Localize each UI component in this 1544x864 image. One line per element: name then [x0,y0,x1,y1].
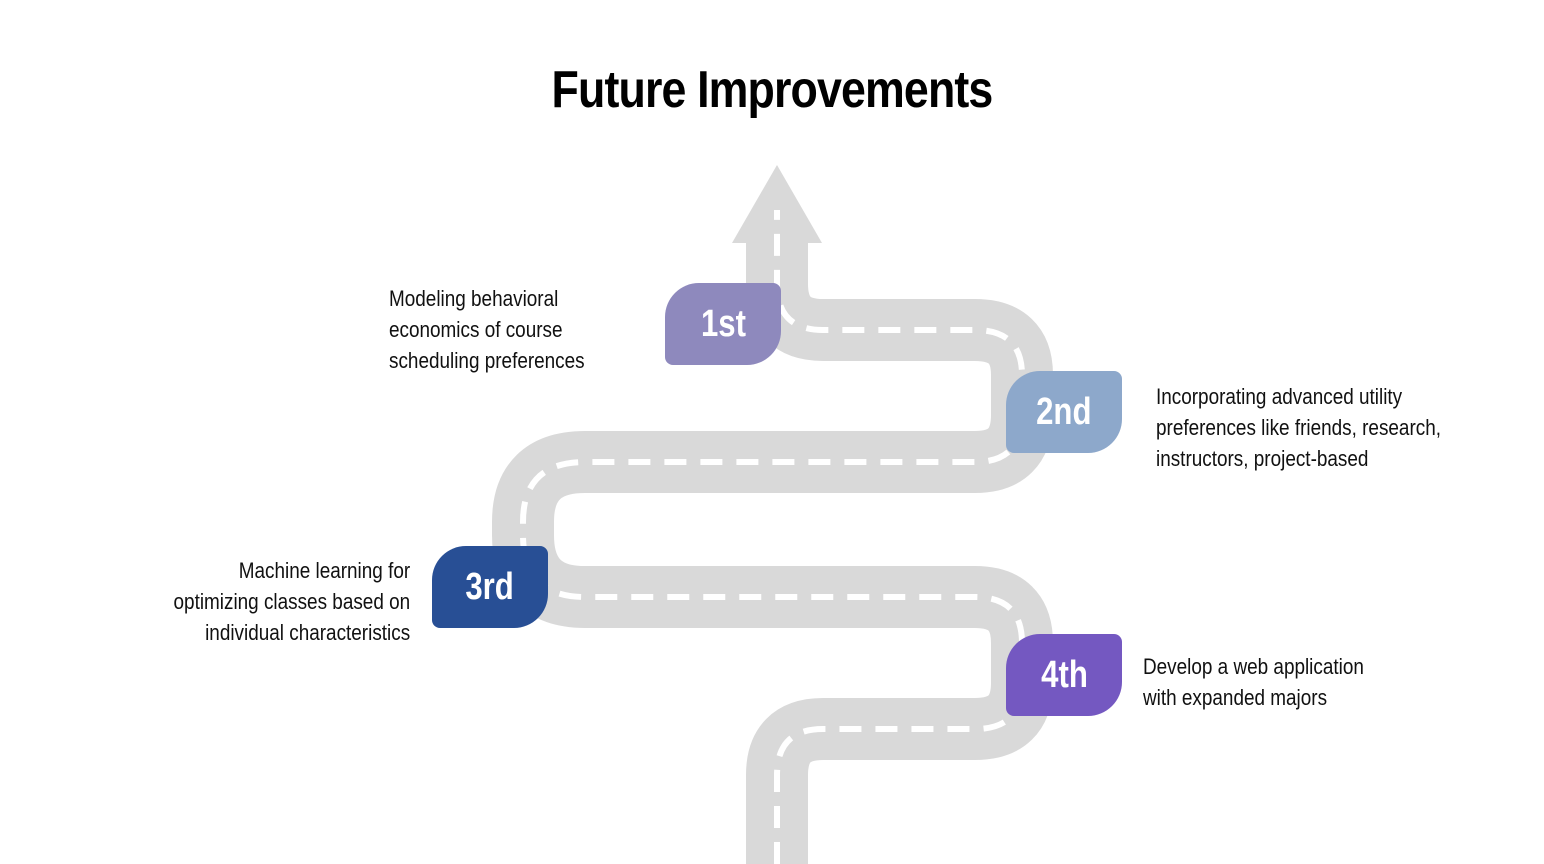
step-2-line-3: instructors, project-based [1156,446,1369,471]
step-2-badge: 2nd [1006,371,1122,453]
step-2-line-1: Incorporating advanced utility [1156,384,1403,409]
step-1-label: 1st [700,302,746,345]
step-4-line-2: with expanded majors [1143,685,1328,710]
step-1-description: Modeling behavioral economics of course … [389,283,616,376]
step-2-label: 2nd [1036,390,1092,433]
step-3-label: 3rd [465,565,515,608]
step-4-description: Develop a web application with expanded … [1143,651,1400,713]
step-2-description: Incorporating advanced utility preferenc… [1156,381,1487,474]
step-4-label: 4th [1040,653,1088,696]
road-center-dashes [520,210,1025,864]
step-3-line-1: Machine learning for [238,558,410,583]
step-1-line-3: scheduling preferences [389,348,585,373]
step-1-badge: 1st [665,283,781,365]
step-3-description: Machine learning for optimizing classes … [135,555,410,648]
step-3-badge: 3rd [432,546,548,628]
step-1-line-1: Modeling behavioral [389,286,559,311]
page-title: Future Improvements [551,61,994,119]
step-3-line-2: optimizing classes based on [173,589,410,614]
step-4-line-1: Develop a web application [1143,654,1364,679]
step-2-line-2: preferences like friends, research, [1156,415,1441,440]
step-1-line-2: economics of course [389,317,563,342]
arrow-head [732,165,822,243]
step-3-line-3: individual characteristics [204,620,410,645]
step-4-badge: 4th [1006,634,1122,716]
road-body [492,165,1053,864]
